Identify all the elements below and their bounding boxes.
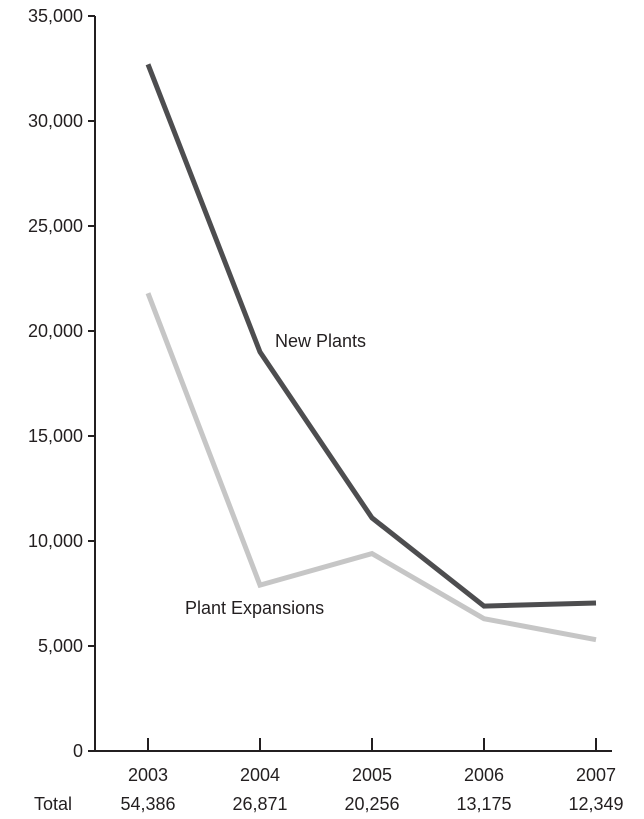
chart-axes	[94, 16, 612, 752]
y-tick-label: 0	[73, 741, 83, 761]
total-value: 12,349	[568, 794, 623, 814]
x-tick-label: 2007	[576, 765, 616, 785]
x-tick-label: 2004	[240, 765, 280, 785]
y-tick-label: 20,000	[28, 321, 83, 341]
total-value: 54,386	[120, 794, 175, 814]
y-tick-label: 35,000	[28, 6, 83, 26]
y-tick-label: 15,000	[28, 426, 83, 446]
x-axis-ticks: 2003 2004 2005 2006 2007	[128, 738, 616, 785]
series-label-new-plants: New Plants	[275, 331, 366, 351]
total-value: 20,256	[344, 794, 399, 814]
total-value: 26,871	[232, 794, 287, 814]
y-tick-label: 5,000	[38, 636, 83, 656]
y-tick-label: 30,000	[28, 111, 83, 131]
total-value: 13,175	[456, 794, 511, 814]
series-lines	[145, 63, 597, 643]
x-tick-label: 2003	[128, 765, 168, 785]
y-tick-label: 10,000	[28, 531, 83, 551]
totals-row-label: Total	[34, 794, 72, 814]
series-line-plant-expansions	[145, 292, 597, 643]
x-tick-label: 2006	[464, 765, 504, 785]
y-tick-label: 25,000	[28, 216, 83, 236]
x-tick-label: 2005	[352, 765, 392, 785]
y-axis-ticks: 0 5,000 10,000 15,000 20,000 25,000 30,000 35,0…	[28, 6, 95, 761]
totals-row: Total 54,386 26,871 20,256 13,175 12,349	[34, 794, 624, 814]
series-label-plant-expansions: Plant Expansions	[185, 598, 324, 618]
series-line-new-plants	[145, 63, 597, 609]
